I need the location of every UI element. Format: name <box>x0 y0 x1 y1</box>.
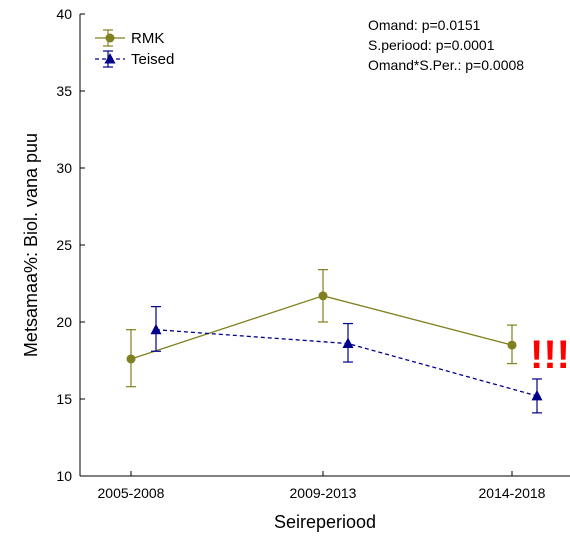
data-point <box>531 389 543 401</box>
data-point <box>126 354 136 364</box>
legend-item-teised: Teised <box>95 50 174 68</box>
legend: RMK Teised <box>95 29 174 68</box>
series-teised <box>150 306 543 414</box>
legend-label: RMK <box>131 30 164 47</box>
stats-annotation: S.periood: p=0.0001 <box>368 37 495 53</box>
annotations: Omand: p=0.0151 S.periood: p=0.0001 Omand*… <box>368 17 570 377</box>
y-tick-label: 10 <box>56 468 72 484</box>
x-axis-label: Seireperiood <box>274 512 376 532</box>
y-axis-label: Metsamaa%: Biol. vana puu <box>21 133 41 357</box>
legend-item-rmk: RMK <box>95 29 164 47</box>
y-tick-label: 25 <box>56 237 72 253</box>
data-point <box>318 291 328 301</box>
series-line <box>130 295 513 360</box>
series-rmk <box>126 269 517 388</box>
data-point <box>342 337 354 349</box>
x-tick-label: 2005-2008 <box>98 485 165 501</box>
y-tick-label: 20 <box>56 314 72 330</box>
axes: 10 15 20 25 30 35 40 2005-2008 2009-2013 2014-201… <box>21 6 570 532</box>
stats-annotation: Omand: p=0.0151 <box>368 17 481 33</box>
y-tick-label: 35 <box>56 83 72 99</box>
y-tick-label: 15 <box>56 391 72 407</box>
x-tick-label: 2014-2018 <box>479 485 546 501</box>
legend-label: Teised <box>131 51 174 68</box>
x-tick-label: 2009-2013 <box>290 485 357 501</box>
y-tick-label: 30 <box>56 160 72 176</box>
legend-marker <box>104 53 116 64</box>
series-layer <box>126 269 543 414</box>
data-point <box>150 323 162 335</box>
alert-marks: !!! <box>530 333 570 377</box>
y-tick-label: 40 <box>56 6 72 22</box>
series-line <box>155 329 538 397</box>
stats-annotation: Omand*S.Per.: p=0.0008 <box>368 57 524 73</box>
data-point <box>507 340 517 350</box>
legend-marker <box>105 33 115 43</box>
